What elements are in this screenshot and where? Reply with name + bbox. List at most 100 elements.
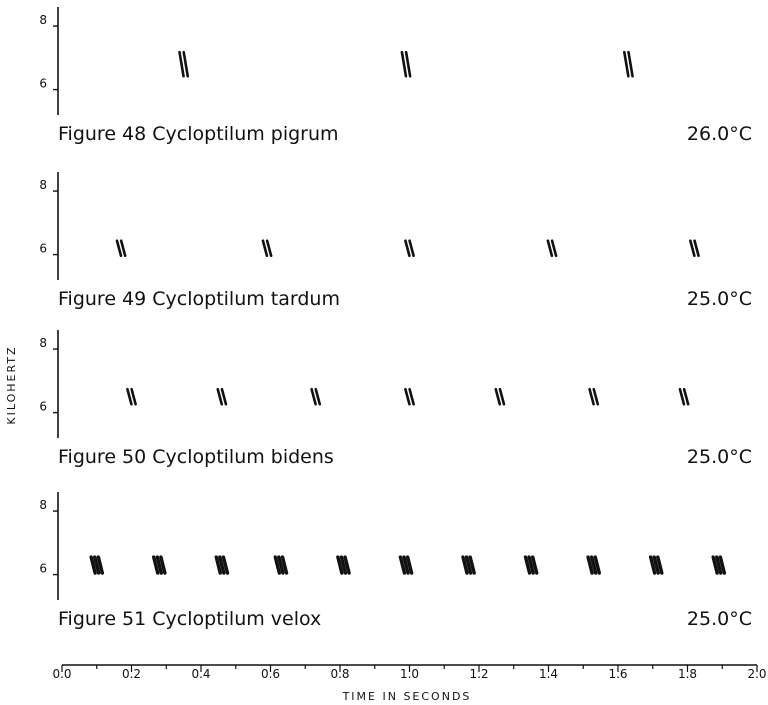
chirp-pulse [93, 555, 101, 575]
chirp-pulse [468, 555, 476, 575]
chirp-pulse [648, 555, 657, 575]
figure-caption: Figure 51 Cycloptilum velox [58, 608, 321, 630]
x-tick-label: 0.4 [191, 667, 210, 681]
chirp-pulse [220, 387, 228, 406]
chirp-pulse [678, 387, 686, 406]
chirp-pulse [586, 555, 594, 575]
chirp-pulse [119, 239, 127, 258]
chirp-mark [494, 387, 506, 406]
chirp-pulse [96, 555, 105, 575]
chirp-pulse [711, 555, 719, 575]
chirp-pulse [130, 387, 137, 406]
chirp-pulse [546, 239, 554, 258]
y-axis-label: KILOHERTZ [5, 345, 18, 424]
chirp-mark [310, 387, 322, 406]
chirp-mark [588, 387, 600, 406]
chirp-pulse [627, 50, 634, 78]
chirp-pulse [159, 555, 167, 575]
x-tick-label: 0.0 [52, 667, 71, 681]
chirp-pulse [265, 239, 273, 258]
figure-caption: Figure 48 Cycloptilum pigrum [58, 123, 339, 145]
chirp-mark [336, 555, 351, 575]
chirp-pulse [155, 555, 164, 575]
chirp-mark [151, 555, 167, 575]
chirp-pulse [593, 555, 601, 575]
panel-3: 8 6 Figure 50 Cycloptilum bidens 25.0°C [39, 330, 752, 468]
chirp-pulse [336, 555, 344, 575]
chirp-pulse [261, 239, 269, 258]
figure-caption: Figure 50 Cycloptilum bidens [58, 446, 334, 468]
figure-caption: Figure 49 Cycloptilum tardum [58, 288, 340, 310]
chirp-pulse [682, 387, 690, 406]
panel-1: 8 6 Figure 48 Cycloptilum pigrum 26.0°C [39, 7, 752, 145]
chirp-mark [216, 387, 228, 406]
chirp-pulse [461, 555, 469, 575]
chirp-pulse [115, 239, 123, 258]
chirp-pulse [693, 239, 700, 258]
chirp-pulse [408, 239, 415, 258]
panel-4: 8 6 Figure 51 Cycloptilum velox 25.0°C [39, 492, 752, 630]
chirp-pulse [718, 555, 727, 575]
chirp-pulse [531, 555, 539, 575]
chirp-pulse [218, 555, 226, 575]
chirp-mark [214, 555, 230, 575]
y-tick-label: 8 [39, 13, 47, 27]
chirp-pulse [273, 555, 282, 575]
chirp-pulse [652, 555, 660, 575]
chirp-pulse [589, 555, 598, 575]
chirp-pulse [715, 555, 723, 575]
chirp-mark [711, 555, 727, 575]
y-tick-label: 6 [39, 562, 47, 576]
chirp-pulse [343, 555, 351, 575]
chirp-mark [398, 555, 414, 575]
temperature-label: 25.0°C [687, 288, 752, 310]
x-tick-label: 2.0 [747, 667, 766, 681]
chirp-pulse [182, 50, 190, 78]
chirp-pulse [151, 555, 160, 575]
x-tick-label: 1.0 [400, 667, 419, 681]
temperature-label: 25.0°C [687, 446, 752, 468]
chirp-mark [404, 239, 415, 258]
chirp-pulse [523, 555, 532, 575]
chirp-mark [178, 50, 190, 78]
chirp-mark [89, 555, 105, 575]
chirp-pulse [178, 50, 185, 78]
x-tick-label: 0.2 [122, 667, 141, 681]
y-tick-label: 8 [39, 336, 47, 350]
chirp-mark [678, 387, 690, 406]
chirp-mark [261, 239, 273, 258]
y-tick-label: 6 [39, 400, 47, 414]
temperature-label: 26.0°C [687, 123, 752, 145]
x-tick-label: 0.8 [330, 667, 349, 681]
x-tick-label: 0.6 [261, 667, 280, 681]
chirp-pulse [656, 555, 664, 575]
chirp-pulse [404, 387, 411, 406]
chirp-mark [523, 555, 539, 575]
chirp-pulse [314, 387, 322, 406]
chirp-pulse [405, 555, 414, 575]
chirp-pulse [214, 555, 222, 575]
chirp-mark [273, 555, 289, 575]
panels-group: 8 6 Figure 48 Cycloptilum pigrum 26.0°C 8 6 Fi… [39, 7, 752, 630]
chirp-mark [115, 239, 127, 258]
chirp-mark [623, 50, 634, 78]
chirp-mark [648, 555, 664, 575]
y-tick-label: 8 [39, 178, 47, 192]
chirp-pulse [221, 555, 230, 575]
chirp-pulse [494, 387, 502, 406]
chirp-mark [400, 50, 412, 78]
chirp-pulse [400, 50, 408, 78]
x-tick-label: 1.6 [608, 667, 627, 681]
panel-2: 8 6 Figure 49 Cycloptilum tardum 25.0°C [39, 172, 752, 310]
x-axis-label: TIME IN SECONDS [342, 690, 472, 703]
chirp-pulse [464, 555, 473, 575]
chirp-pulse [550, 239, 558, 258]
chirp-pulse [408, 387, 415, 406]
chirp-pulse [404, 50, 412, 78]
chirp-pulse [402, 555, 410, 575]
chirp-pulse [280, 555, 289, 575]
chirp-pulse [398, 555, 407, 575]
y-tick-label: 6 [39, 77, 47, 91]
x-tick-label: 1.4 [539, 667, 558, 681]
